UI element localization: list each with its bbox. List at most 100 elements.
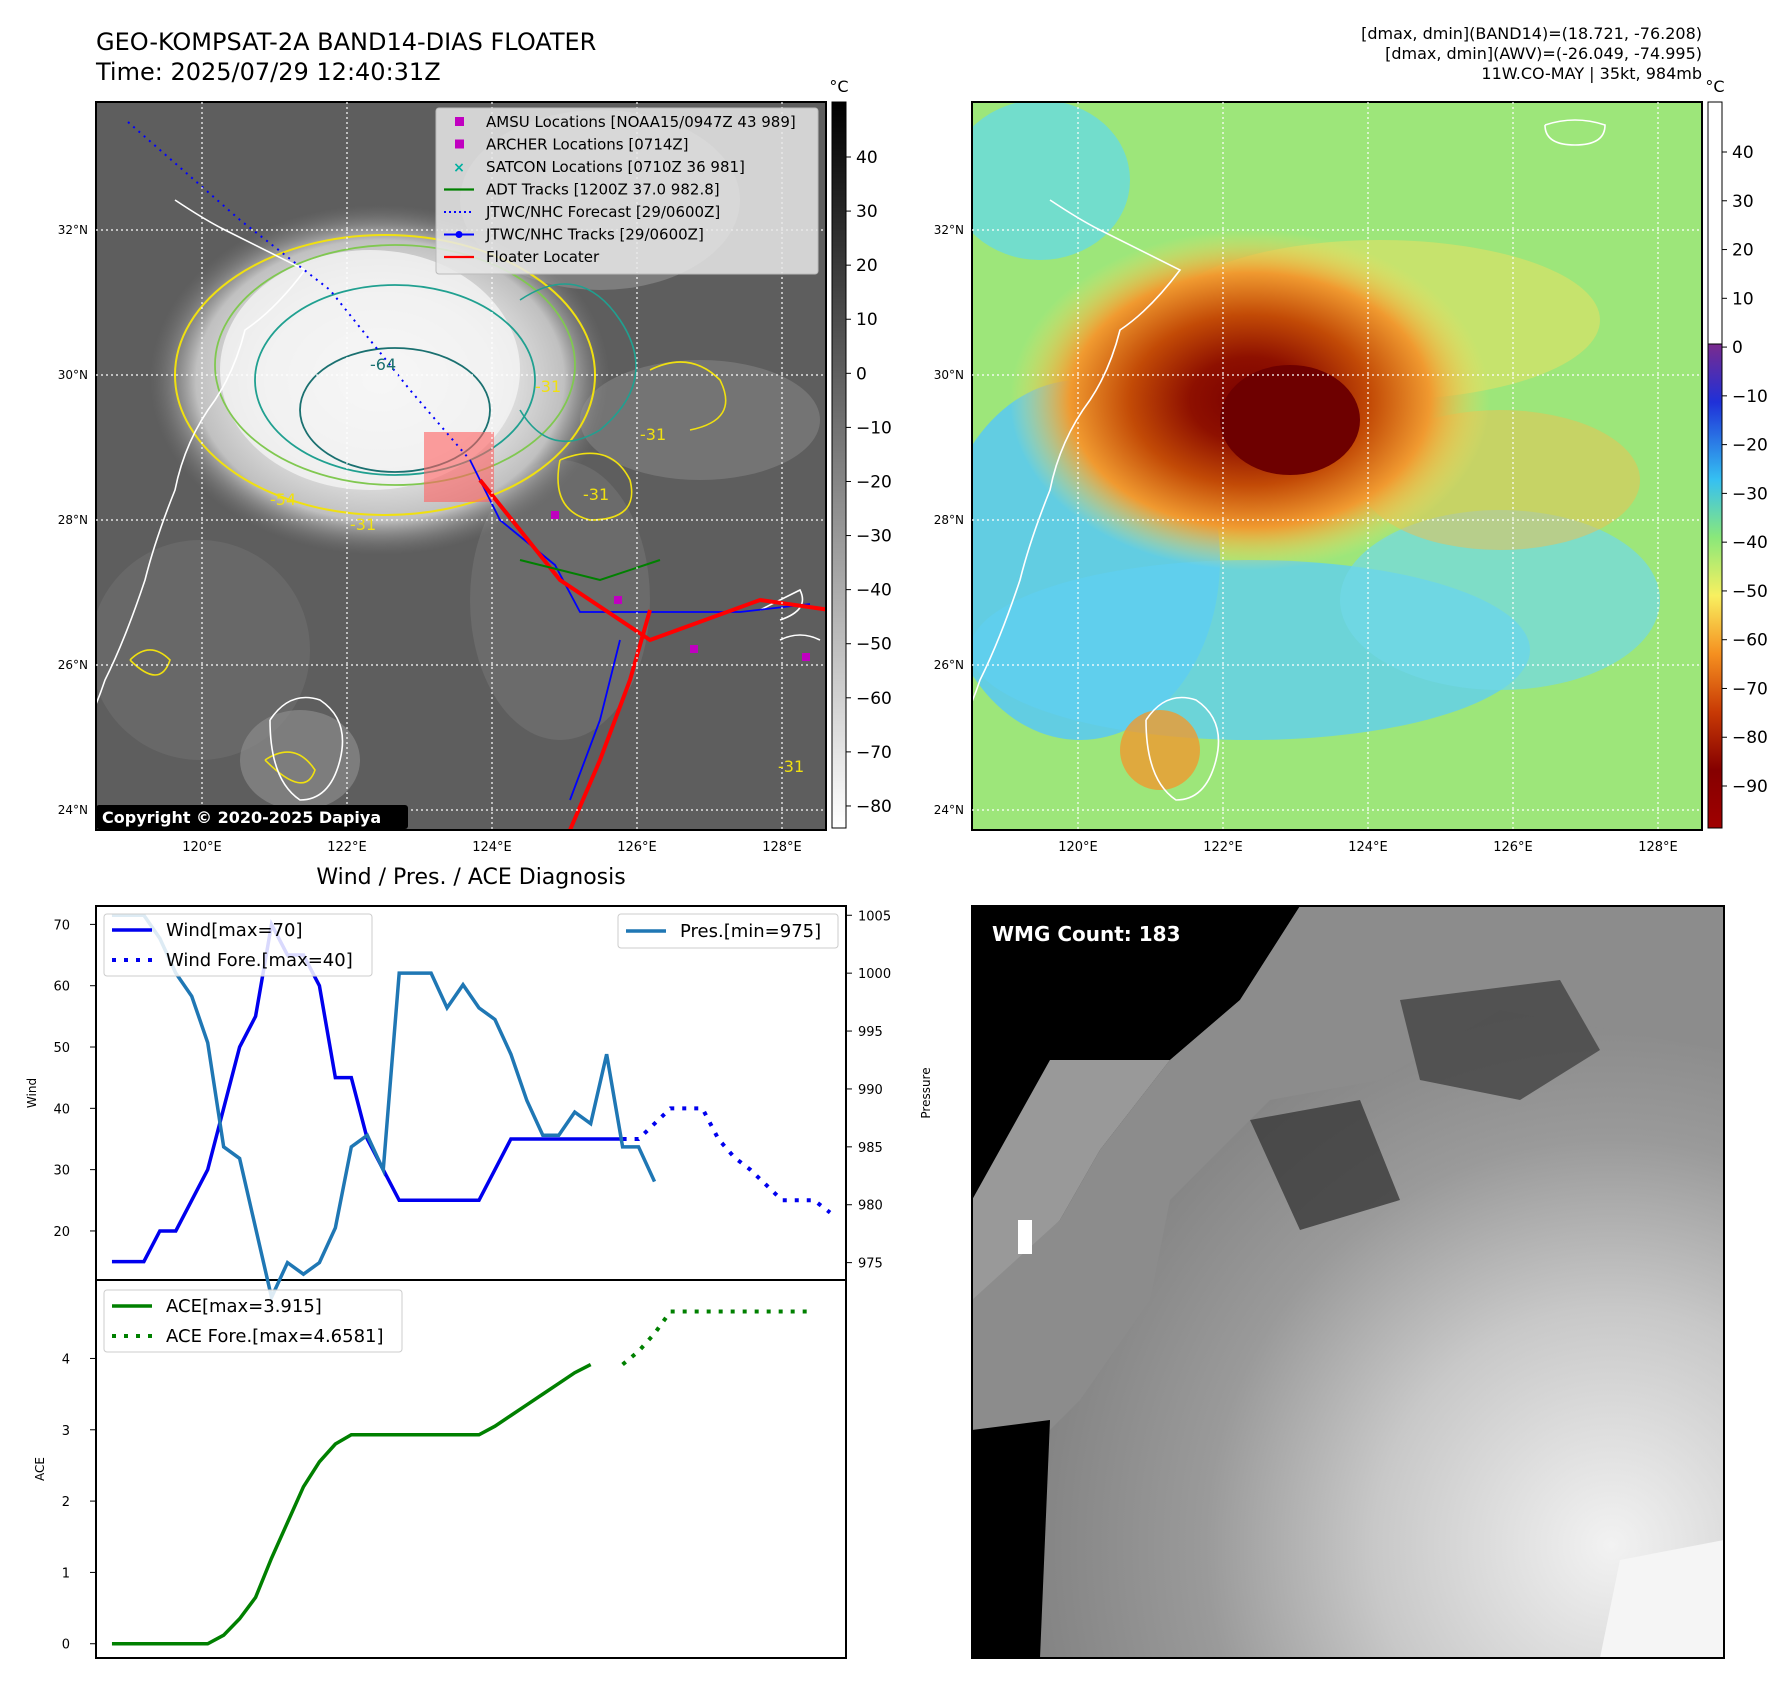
lat-label: 26°N	[58, 658, 88, 672]
ace-forecast-line	[621, 1309, 815, 1367]
colorbar-tick-label: −80	[856, 797, 892, 817]
colorbar-tick-label: −50	[856, 635, 892, 655]
info-storm: 11W.CO-MAY | 35kt, 984mb	[1481, 64, 1702, 83]
ace-forecast-legend-label: ACE Fore.[max=4.6581]	[166, 1326, 384, 1347]
pressure-ticks: 975 980 985 990 995 1000 1005	[846, 909, 891, 1272]
contour-label: -31	[350, 515, 376, 534]
lat-label: 28°N	[58, 513, 88, 527]
lat-label: 28°N	[934, 513, 964, 527]
pressure-tick-label: 990	[858, 1083, 883, 1098]
legend-label: ARCHER Locations [0714Z]	[486, 136, 689, 154]
ace-legend-label: ACE[max=3.915]	[166, 1296, 322, 1317]
contour-label: -64	[370, 355, 396, 374]
colorbar-tick-label: 40	[856, 148, 878, 168]
legend-marker-x: ×	[453, 160, 465, 176]
colorbar-tick-label: −10	[856, 418, 892, 438]
ace-tick-label: 0	[62, 1638, 70, 1653]
wind-ylabel: Wind	[25, 1078, 39, 1108]
lat-label: 24°N	[58, 803, 88, 817]
pressure-tick-label: 975	[858, 1257, 883, 1272]
pressure-tick-label: 995	[858, 1025, 883, 1040]
pressure-series-line	[111, 913, 657, 1303]
wmg-panel	[972, 906, 1724, 1658]
colorbar-tick-label: −40	[856, 581, 892, 601]
figure-title: GEO-KOMPSAT-2A BAND14-DIAS FLOATER	[96, 28, 596, 56]
wind-legend-label: Wind[max=70]	[166, 920, 303, 941]
colorbar-tick-label: −60	[856, 689, 892, 709]
ace-ylabel: ACE	[33, 1457, 47, 1481]
legend-label: ADT Tracks [1200Z 37.0 982.8]	[486, 181, 720, 199]
lon-label: 124°E	[1348, 840, 1388, 855]
lat-label: 30°N	[934, 368, 964, 382]
ir-colorbar	[831, 101, 847, 829]
legend-label: Floater Locater	[486, 248, 600, 266]
lon-label: 126°E	[617, 840, 657, 855]
pressure-tick-label: 985	[858, 1141, 883, 1156]
colorbar-tick-label: −50	[1732, 582, 1768, 602]
lat-label: 24°N	[934, 803, 964, 817]
info-band14: [dmax, dmin](BAND14)=(18.721, -76.208)	[1361, 24, 1702, 43]
ace-tick-label: 1	[62, 1566, 70, 1581]
pressure-tick-label: 980	[858, 1199, 883, 1214]
ace-ticks: 0 1 2 3 4	[62, 1352, 96, 1653]
figure-time: Time: 2025/07/29 12:40:31Z	[95, 58, 441, 86]
colorbar-tick-label: 40	[1732, 143, 1754, 163]
colorbar-tick-label: −20	[1732, 436, 1768, 456]
ace-tick-label: 4	[62, 1352, 70, 1367]
legend-label: SATCON Locations [0710Z 36 981]	[486, 158, 745, 176]
lat-label: 32°N	[934, 223, 964, 237]
legend-marker-square	[455, 117, 464, 126]
wind-forecast-line	[622, 1106, 832, 1215]
pressure-legend-label: Pres.[min=975]	[680, 921, 821, 942]
colorbar-tick-label: 10	[1732, 289, 1754, 309]
info-awv: [dmax, dmin](AWV)=(-26.049, -74.995)	[1385, 44, 1702, 63]
lon-label: 126°E	[1493, 840, 1533, 855]
wv-colorbar-unit: °C	[1705, 77, 1724, 96]
wv-colorbar	[1707, 101, 1723, 829]
lon-label: 128°E	[762, 840, 802, 855]
legend-label: AMSU Locations [NOAA15/0947Z 43 989]	[486, 113, 796, 131]
colorbar-tick-label: 20	[1732, 241, 1754, 261]
ir-colorbar-unit: °C	[829, 77, 848, 96]
colorbar-tick-label: 30	[1732, 192, 1754, 212]
wmg-count-label: WMG Count: 183	[992, 922, 1181, 946]
ace-tick-label: 3	[62, 1424, 70, 1439]
wv-gridlines: 32°N 30°N 28°N 26°N 24°N 120°E 122°E 124°E 126°E…	[934, 102, 1702, 855]
wind-ticks: 20 30 40 50 60 70	[53, 918, 96, 1240]
wind-tick-label: 60	[53, 980, 70, 995]
contour-label: -31	[778, 757, 804, 776]
pressure-tick-label: 1000	[858, 967, 891, 982]
legend-label: JTWC/NHC Forecast [29/0600Z]	[485, 203, 720, 221]
ir-colorbar-ticks: 40 30 20 10 0 −10 −20 −30 −40 −50 −60 −70 −80	[846, 148, 892, 817]
lat-label: 32°N	[58, 223, 88, 237]
colorbar-tick-label: 30	[856, 202, 878, 222]
ace-series-line	[111, 1362, 592, 1646]
colorbar-tick-label: −70	[856, 743, 892, 763]
legend-label: JTWC/NHC Tracks [29/0600Z]	[485, 226, 704, 244]
colorbar-tick-label: −70	[1732, 679, 1768, 699]
colorbar-tick-label: 0	[1732, 338, 1743, 358]
contour-label: -31	[535, 377, 561, 396]
map-legend: AMSU Locations [NOAA15/0947Z 43 989] ARCH…	[435, 107, 819, 275]
wv-map-panel	[972, 102, 1702, 830]
colorbar-tick-label: −30	[856, 527, 892, 547]
colorbar-tick-label: 0	[856, 364, 867, 384]
ace-legend: ACE[max=3.915] ACE Fore.[max=4.6581]	[103, 1289, 403, 1353]
pressure-tick-label: 1005	[858, 909, 891, 924]
colorbar-tick-label: −30	[1732, 484, 1768, 504]
legend-marker-square	[455, 139, 464, 149]
colorbar-tick-label: 20	[856, 256, 878, 276]
contour-label: -54	[270, 490, 296, 509]
colorbar-tick-label: −10	[1732, 387, 1768, 407]
colorbar-tick-label: −40	[1732, 533, 1768, 553]
lon-label: 120°E	[1058, 840, 1098, 855]
diagnosis-title: Wind / Pres. / ACE Diagnosis	[316, 865, 625, 890]
wind-legend: Wind[max=70] Wind Fore.[max=40]	[103, 913, 373, 977]
colorbar-tick-label: −80	[1732, 728, 1768, 748]
lat-label: 26°N	[934, 658, 964, 672]
lon-label: 122°E	[327, 840, 367, 855]
pressure-legend: Pres.[min=975]	[617, 913, 839, 949]
lon-label: 122°E	[1203, 840, 1243, 855]
colorbar-tick-label: −60	[1732, 631, 1768, 651]
